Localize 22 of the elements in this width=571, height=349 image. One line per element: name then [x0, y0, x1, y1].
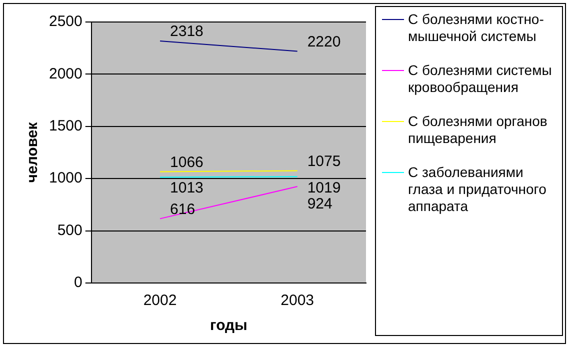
- legend-label: С заболеваниями глаза и придаточного аппарата: [408, 164, 548, 215]
- data-label: 2318: [170, 23, 204, 40]
- data-label: 2220: [307, 33, 341, 50]
- legend-label: С болезнями органов пищеварения: [408, 113, 548, 147]
- legend-label: С болезнями костно-мышечной системы: [408, 11, 545, 45]
- data-label: 1019: [307, 180, 341, 197]
- data-label: 616: [170, 200, 196, 218]
- data-label: 1075: [307, 152, 341, 170]
- y-axis-title: человек: [24, 122, 42, 183]
- data-label: 924: [307, 196, 332, 213]
- x-axis-title: годы: [210, 317, 248, 334]
- legend-label: С болезнями системы кровообращения: [408, 62, 553, 96]
- data-label: 1066: [170, 154, 204, 171]
- y-tick-label: 500: [57, 222, 82, 239]
- data-label: 1013: [170, 180, 204, 197]
- x-tick-label: 2002: [143, 292, 177, 310]
- y-tick-label: 1000: [48, 170, 82, 187]
- y-tick-label: 1500: [48, 118, 82, 135]
- y-tick-label: 0: [74, 274, 82, 292]
- y-tick-label: 2000: [48, 65, 82, 82]
- x-tick-label: 2003: [280, 292, 314, 310]
- y-tick-label: 2500: [48, 13, 82, 30]
